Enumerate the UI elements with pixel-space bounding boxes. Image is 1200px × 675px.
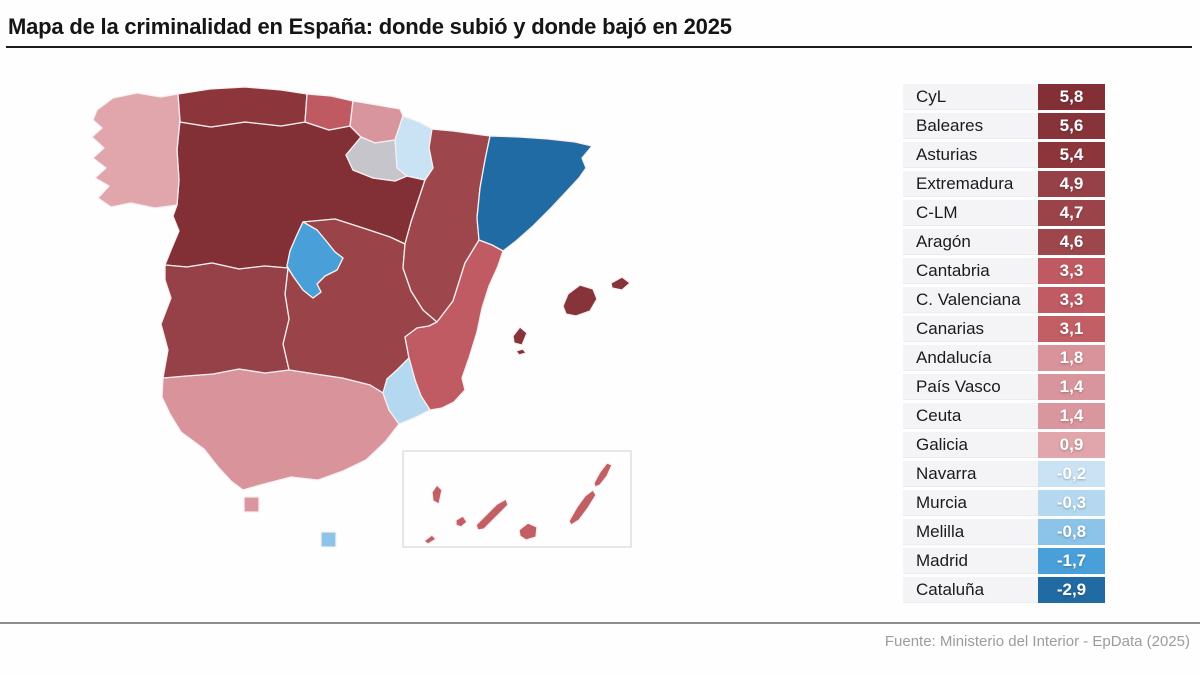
map-region-canarias [593,462,613,488]
region-value: 5,6 [1038,113,1105,139]
map-region-ceuta [243,496,260,513]
map-region-la_rioja [345,136,408,182]
map-region-baleares [610,276,631,291]
region-name: Aragón [903,229,1038,255]
region-value: -0,2 [1038,461,1105,487]
region-name: Ceuta [903,403,1038,429]
map-region-canarias [475,498,509,531]
map-region-galicia [91,92,181,209]
region-name: Andalucía [903,345,1038,371]
map-region-baleares [515,348,527,356]
region-name: Madrid [903,548,1038,574]
region-name: Navarra [903,461,1038,487]
source-caption: Fuente: Ministerio del Interior - EpData… [884,633,1190,650]
map-region-baleares [562,284,598,317]
region-name: Asturias [903,142,1038,168]
region-value: 1,4 [1038,374,1105,400]
map-region-andalucia [161,368,400,491]
region-name: Cataluña [903,577,1038,603]
map-region-canarias [423,534,437,545]
legend-row-navarra: Navarra -0,2 [903,461,1105,487]
region-value: 0,9 [1038,432,1105,458]
title-divider [6,46,1192,48]
spain-map-svg [91,86,632,548]
legend-row-cyl: CyL 5,8 [903,84,1105,110]
map-region-cantabria [304,93,354,131]
map-region-cataluna [476,135,593,252]
region-name: Extremadura [903,171,1038,197]
region-value: 5,4 [1038,142,1105,168]
map-region-canarias [455,515,468,528]
region-value: -0,8 [1038,519,1105,545]
region-name: Galicia [903,432,1038,458]
region-name: Melilla [903,519,1038,545]
region-name: C. Valenciana [903,287,1038,313]
region-name: Canarias [903,316,1038,342]
region-value: 1,8 [1038,345,1105,371]
region-name: CyL [903,84,1038,110]
canary-islands-inset-box [402,450,632,548]
legend-row-cantabria: Cantabria 3,3 [903,258,1105,284]
legend-row-cataluna: Cataluña -2,9 [903,577,1105,603]
region-name: País Vasco [903,374,1038,400]
map-region-asturias [177,86,308,128]
legend-row-pais_vasco: País Vasco 1,4 [903,374,1105,400]
legend-row-canarias: Canarias 3,1 [903,316,1105,342]
legend-row-aragon: Aragón 4,6 [903,229,1105,255]
region-name: Murcia [903,490,1038,516]
legend-row-clm: C-LM 4,7 [903,200,1105,226]
legend-row-ceuta: Ceuta 1,4 [903,403,1105,429]
map-region-extremadura [160,262,290,379]
map-region-baleares [512,326,528,346]
region-value: 3,3 [1038,287,1105,313]
region-name: Baleares [903,113,1038,139]
footer-divider [0,622,1200,624]
legend-row-baleares: Baleares 5,6 [903,113,1105,139]
region-name: C-LM [903,200,1038,226]
region-value: 4,7 [1038,200,1105,226]
legend-row-extremadura: Extremadura 4,9 [903,171,1105,197]
region-value: -0,3 [1038,490,1105,516]
legend-row-valenciana: C. Valenciana 3,3 [903,287,1105,313]
region-value: 5,8 [1038,84,1105,110]
legend-row-galicia: Galicia 0,9 [903,432,1105,458]
region-value: 4,6 [1038,229,1105,255]
map-region-canarias [518,522,538,541]
region-value: 3,1 [1038,316,1105,342]
map-region-canarias [568,489,597,526]
legend-row-melilla: Melilla -0,8 [903,519,1105,545]
map-region-murcia [382,357,431,425]
region-value: 4,9 [1038,171,1105,197]
legend-row-andalucia: Andalucía 1,8 [903,345,1105,371]
map-region-valenciana [404,239,504,411]
legend-row-asturias: Asturias 5,4 [903,142,1105,168]
legend-row-murcia: Murcia -0,3 [903,490,1105,516]
region-value: 1,4 [1038,403,1105,429]
region-value: -1,7 [1038,548,1105,574]
region-name: Cantabria [903,258,1038,284]
region-value: -2,9 [1038,577,1105,603]
map-region-melilla [320,531,337,548]
legend-row-madrid: Madrid -1,7 [903,548,1105,574]
spain-choropleth-map [85,80,685,580]
page-title: Mapa de la criminalidad en España: donde… [8,14,732,39]
region-value-table: CyL 5,8 Baleares 5,6 Asturias 5,4 Extremadura 4… [903,84,1105,606]
region-value: 3,3 [1038,258,1105,284]
map-region-madrid [286,221,344,299]
map-region-canarias [431,484,443,505]
